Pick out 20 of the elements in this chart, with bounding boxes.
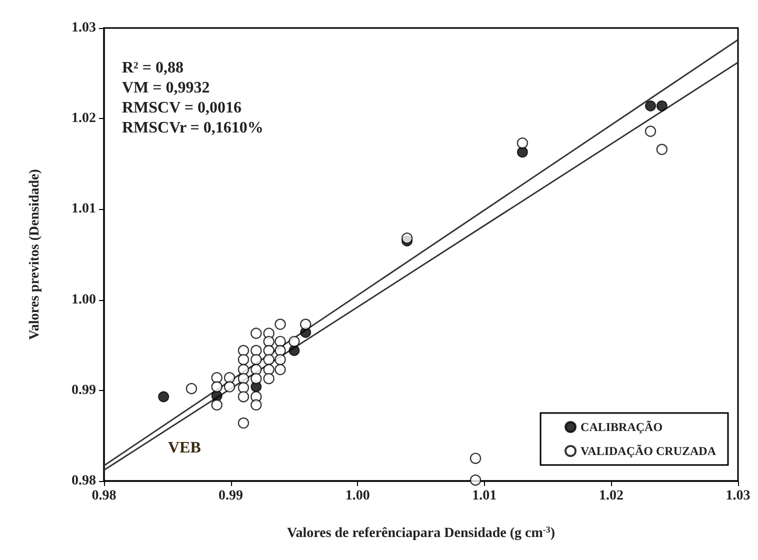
y-tick-label: 1.01 (72, 202, 96, 217)
x-tick-label: 1.00 (345, 488, 370, 504)
annotation: RMSCVr = 0,1610% (122, 120, 264, 136)
x-tick-label: 0.99 (218, 488, 244, 504)
legend-label: VALIDAÇÃO CRUZADA (580, 444, 716, 458)
y-tick-label: 1.03 (72, 20, 96, 36)
x-tick-label: 1.02 (598, 488, 624, 504)
x-tick-label: 1.03 (726, 488, 750, 504)
y-tick-label: 0.99 (72, 382, 96, 398)
y-tick-label: 1.02 (72, 111, 96, 126)
y-tick-label: 0.98 (72, 474, 96, 488)
y-tick-label: 1.00 (72, 292, 96, 308)
x-tick-label: 0.98 (92, 488, 116, 504)
annotation: R² = 0,88 (122, 60, 184, 76)
legend-label: CALIBRAÇÃO (580, 420, 663, 434)
annotation: VEB (168, 440, 202, 456)
annotation: VM = 0,9932 (122, 80, 210, 96)
y-axis-title: Valores previtos (Densidade) (28, 168, 42, 340)
x-tick-label: 1.01 (472, 488, 497, 504)
annotation: RMSCV = 0,0016 (122, 100, 242, 116)
